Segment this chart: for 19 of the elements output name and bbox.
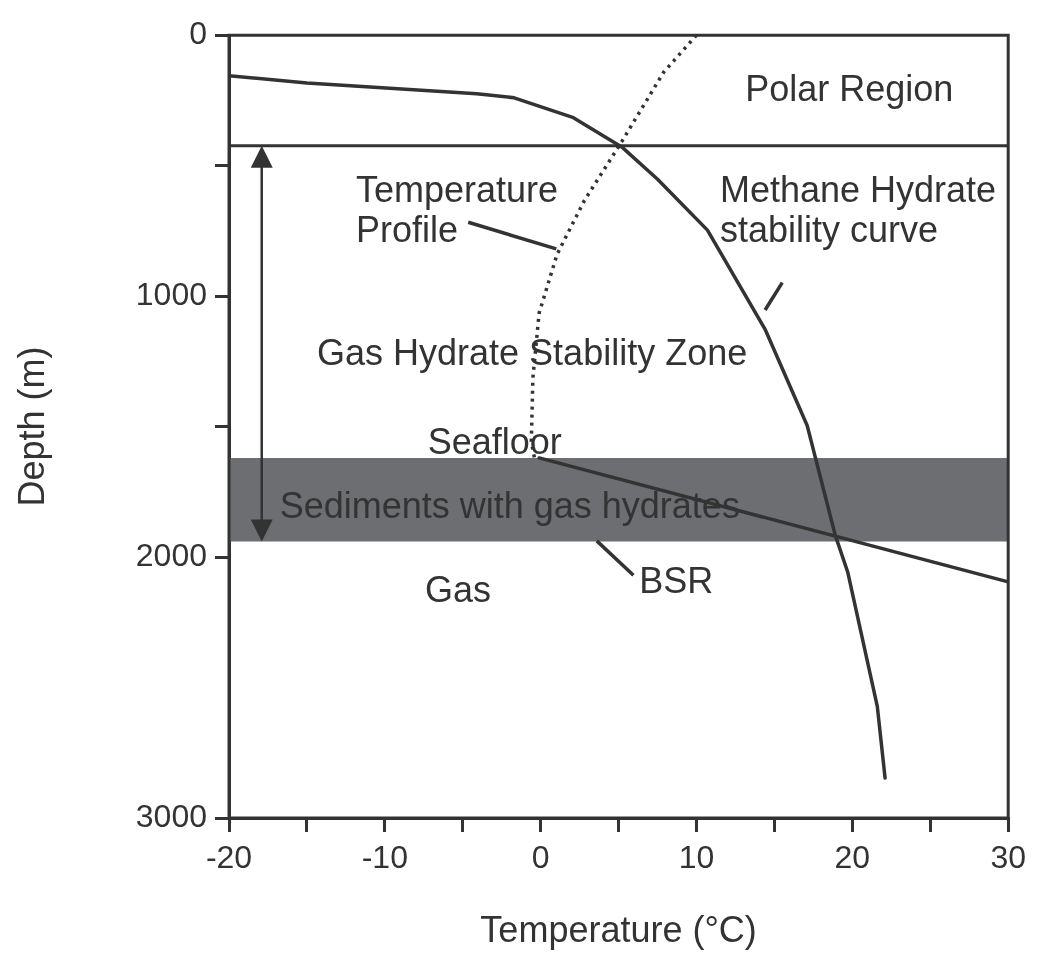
annotation: Gas Hydrate Stability Zone [317, 331, 748, 373]
x-tick-label: -20 [205, 839, 253, 876]
x-tick-label: 30 [990, 839, 1026, 876]
annotation: Seafloor [427, 420, 562, 462]
y-tick-label: 2000 [135, 536, 207, 573]
series-label: Methane Hydrate stability curve [719, 169, 997, 251]
annotation: Polar Region [745, 67, 954, 109]
y-axis-title: Depth (m) [10, 346, 52, 507]
y-tick-label: 1000 [135, 275, 207, 312]
series-label: Temperature Profile [356, 169, 559, 251]
y-tick-label: 3000 [135, 797, 207, 834]
y-tick-label: 0 [189, 15, 207, 52]
x-tick-label: 0 [531, 839, 550, 876]
annotation: Gas [425, 569, 492, 611]
x-axis-title: Temperature (°C) [480, 909, 757, 951]
annotation: BSR [639, 560, 714, 602]
x-tick-label: 20 [834, 839, 871, 876]
x-tick-label: 10 [678, 839, 715, 876]
x-tick-label: -10 [361, 839, 408, 876]
